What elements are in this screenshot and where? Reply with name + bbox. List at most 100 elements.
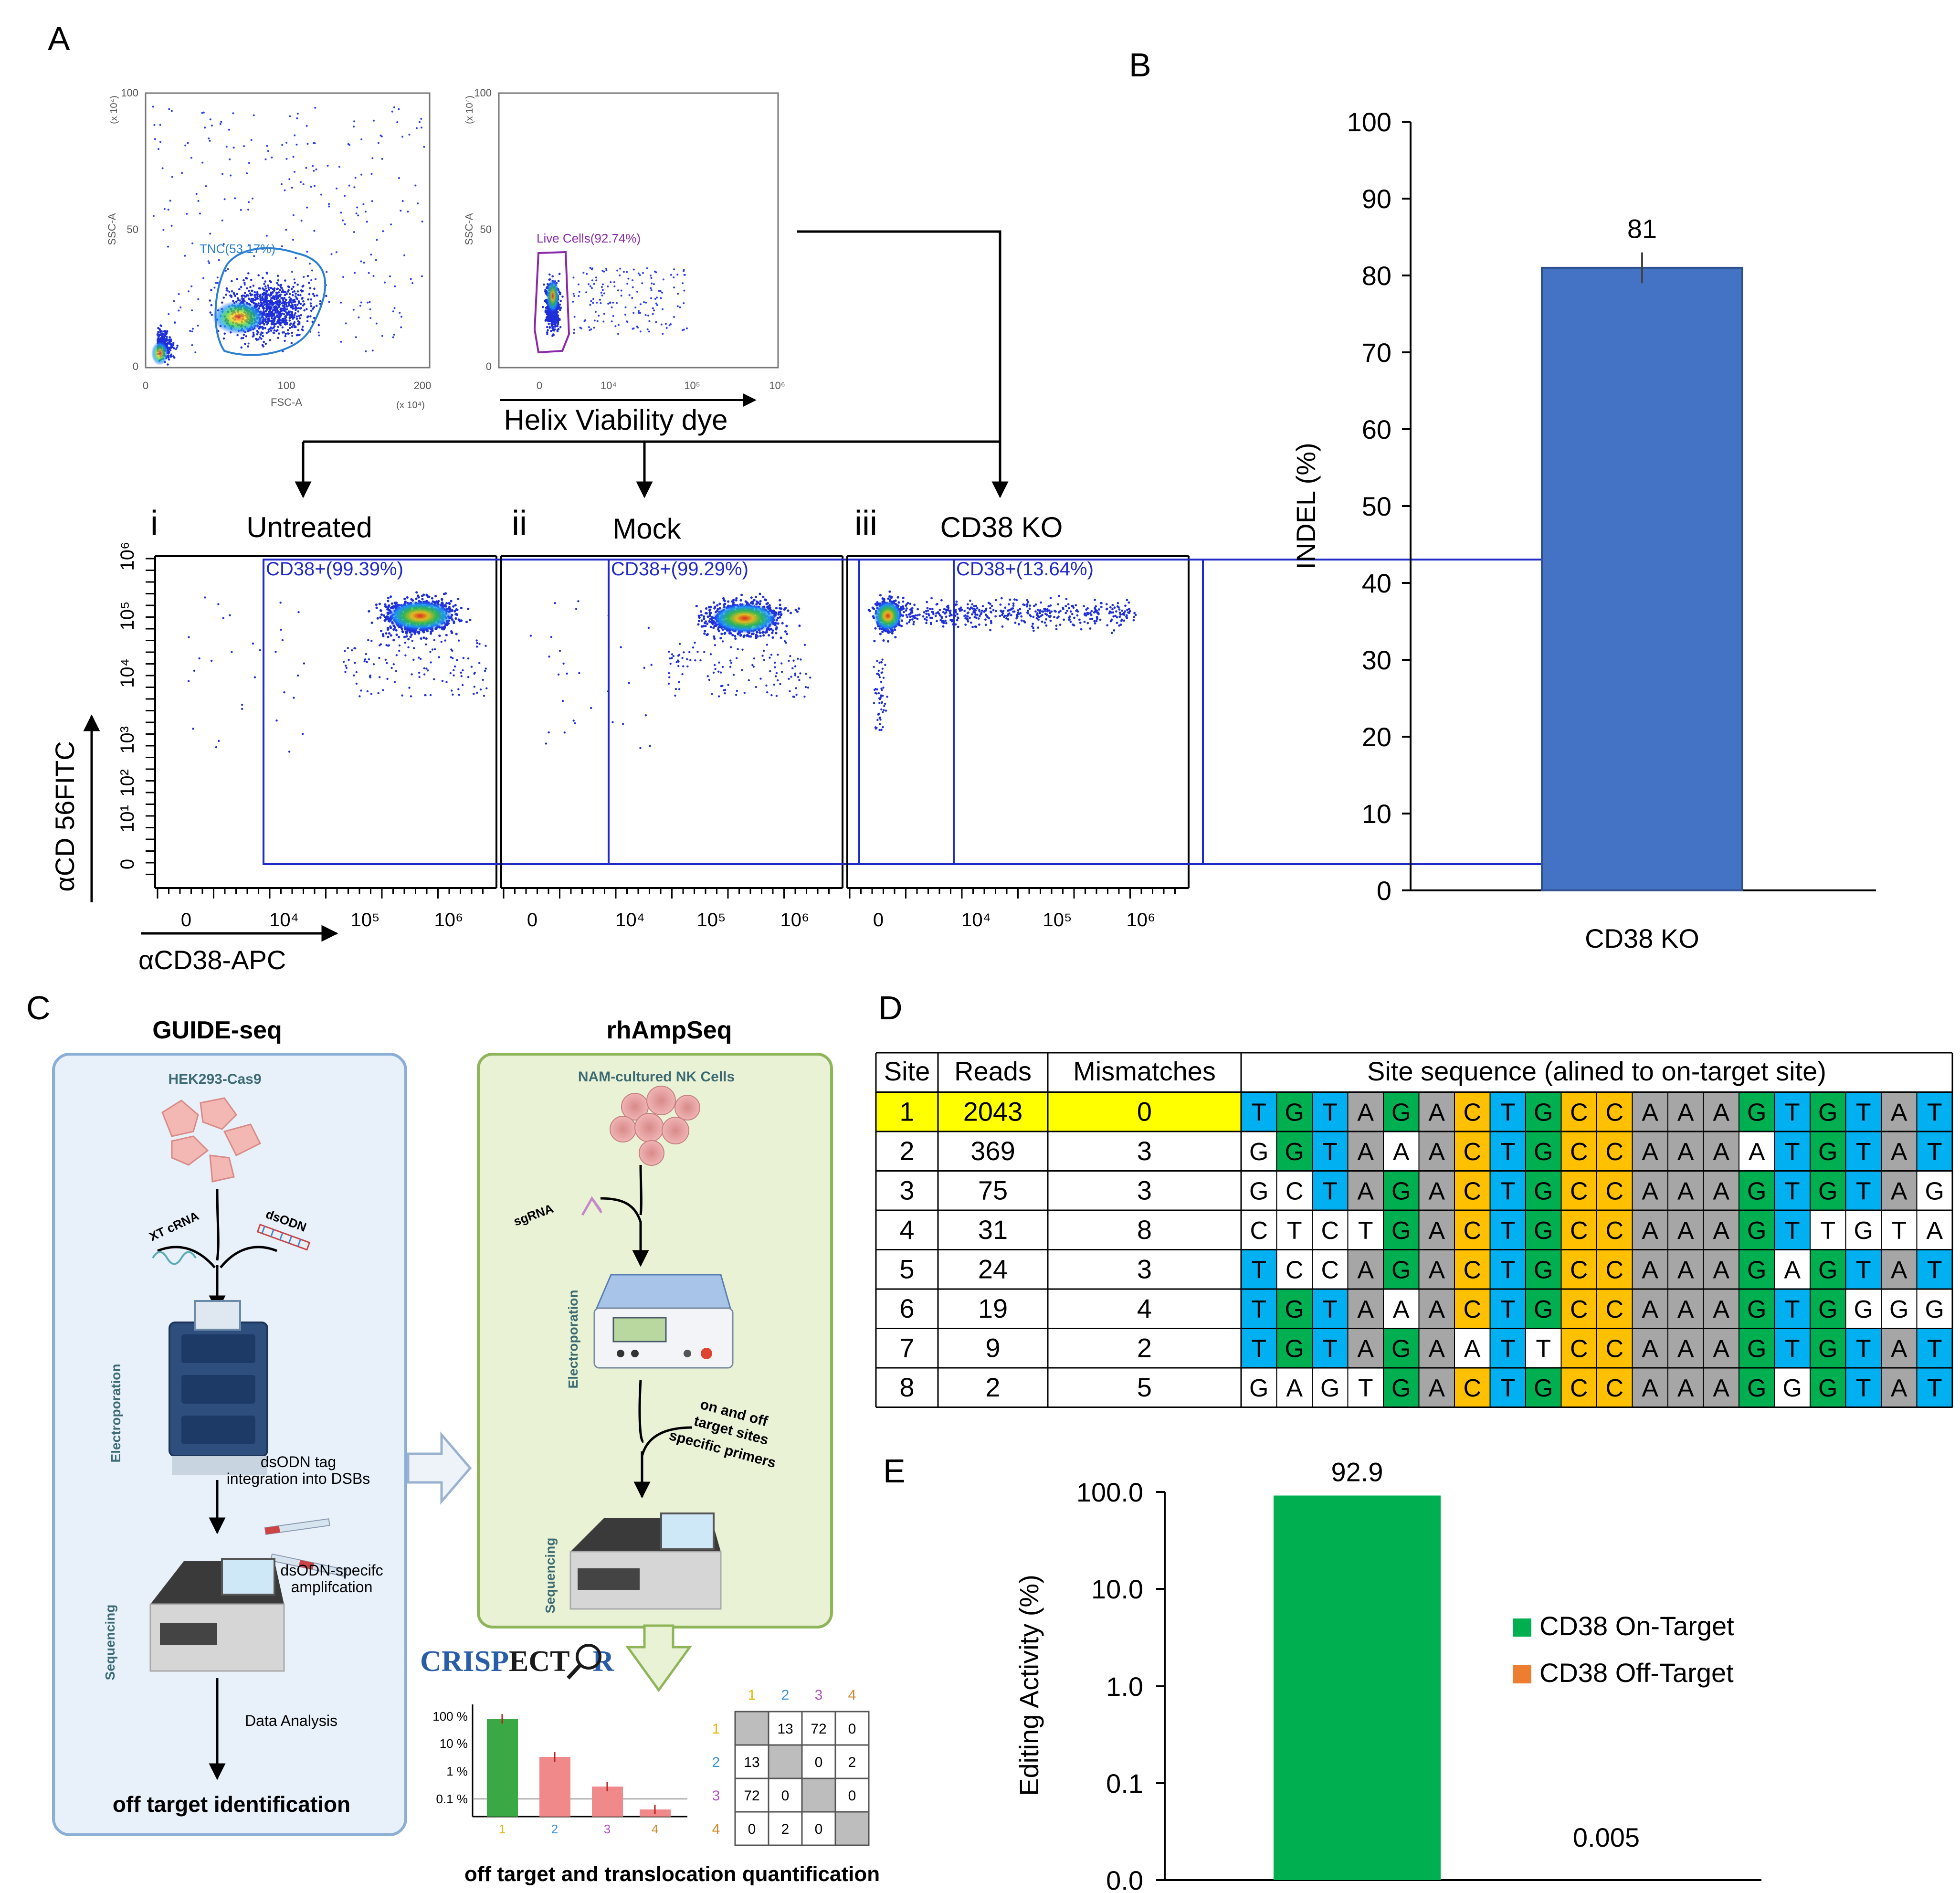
matrix-cell bbox=[768, 1811, 803, 1846]
base-letter: T bbox=[1785, 1217, 1800, 1245]
base-letter: T bbox=[1785, 1138, 1800, 1166]
e-ytick-label: 1.0 bbox=[1106, 1671, 1143, 1702]
base-cell bbox=[1383, 1328, 1420, 1368]
base-letter: A bbox=[1642, 1217, 1658, 1245]
base-letter: G bbox=[1285, 1099, 1304, 1127]
base-letter: G bbox=[1747, 1375, 1766, 1402]
plot1-ytick: 100 bbox=[121, 87, 138, 99]
base-letter: T bbox=[1500, 1257, 1516, 1284]
base-letter: G bbox=[1391, 1257, 1411, 1284]
base-cell bbox=[1810, 1328, 1846, 1368]
base-letter: C bbox=[1463, 1178, 1481, 1206]
table-header: Mismatches bbox=[1073, 1056, 1216, 1086]
b-ytick-label: 100 bbox=[1347, 107, 1391, 137]
table-cell: 3 bbox=[1137, 1136, 1152, 1166]
matrix-cell bbox=[834, 1777, 870, 1813]
base-letter: A bbox=[1642, 1375, 1658, 1402]
matrix-col-header: 4 bbox=[848, 1687, 856, 1703]
base-letter: G bbox=[1534, 1257, 1553, 1284]
base-cell bbox=[1383, 1210, 1420, 1250]
flow-xtick: 10⁴ bbox=[615, 909, 645, 931]
panel-e-chart: 0.0 0.1 1.0 10.0 100.0 92.9 0.005 Editing Activ… bbox=[1014, 1457, 1761, 1893]
b-ytick-label: 0 bbox=[1377, 876, 1391, 906]
base-letter: C bbox=[1605, 1257, 1623, 1284]
base-cell bbox=[1418, 1367, 1455, 1408]
base-cell bbox=[1916, 1249, 1953, 1290]
plot1-y-label: SSC-A bbox=[106, 213, 118, 245]
base-cell bbox=[1383, 1170, 1420, 1211]
base-letter: G bbox=[1534, 1296, 1553, 1323]
base-cell bbox=[1845, 1210, 1882, 1250]
flow-dots bbox=[187, 591, 488, 753]
base-letter: G bbox=[1249, 1138, 1268, 1166]
base-letter: T bbox=[1856, 1257, 1871, 1284]
matrix-value: 0 bbox=[748, 1821, 756, 1837]
base-cell bbox=[1774, 1091, 1811, 1132]
base-letter: G bbox=[1925, 1178, 1944, 1206]
base-cell bbox=[1881, 1328, 1918, 1368]
off-target-table: Site Reads Mismatches Site sequence (alined… bbox=[875, 1052, 1953, 1408]
e-data-label: 92.9 bbox=[1331, 1457, 1383, 1487]
base-letter: G bbox=[1818, 1257, 1837, 1284]
inset-bar bbox=[592, 1787, 623, 1817]
base-cell bbox=[1845, 1289, 1882, 1329]
base-letter: A bbox=[1428, 1335, 1445, 1363]
base-letter: A bbox=[1784, 1257, 1801, 1284]
base-letter: G bbox=[1285, 1296, 1304, 1323]
base-letter: A bbox=[1677, 1335, 1694, 1363]
base-cell bbox=[1312, 1210, 1349, 1250]
flow-xtick: 10⁵ bbox=[350, 909, 379, 931]
table-header: Site sequence (alined to on-target site) bbox=[1367, 1056, 1826, 1086]
inset-xtick: 2 bbox=[551, 1822, 558, 1836]
base-cell bbox=[1241, 1131, 1277, 1172]
condition-numeral: i bbox=[150, 504, 158, 542]
base-cell bbox=[1347, 1289, 1384, 1329]
base-letter: G bbox=[1391, 1335, 1411, 1363]
base-cell bbox=[1596, 1328, 1633, 1368]
base-letter: G bbox=[1747, 1099, 1766, 1127]
base-letter: G bbox=[1391, 1375, 1411, 1402]
flow-xtick: 0 bbox=[181, 909, 191, 931]
e-ytick-label: 0.1 bbox=[1106, 1768, 1143, 1798]
base-letter: G bbox=[1854, 1217, 1873, 1245]
base-letter: A bbox=[1713, 1217, 1729, 1245]
base-cell bbox=[1845, 1249, 1882, 1290]
e-ytick-label: 0.0 bbox=[1106, 1865, 1143, 1893]
rhamp-electroporation-label: Electroporation bbox=[566, 1290, 580, 1389]
plot1-ytick: 50 bbox=[127, 223, 138, 235]
table-row: 1 2043 0 T G T A G A C T G C C A A A G T G T A T bbox=[876, 1091, 1953, 1132]
base-letter: G bbox=[1747, 1296, 1766, 1323]
condition-numeral: iii bbox=[854, 504, 877, 542]
table-cell: 3 bbox=[899, 1175, 914, 1206]
base-letter: C bbox=[1463, 1375, 1481, 1402]
table-cell: 31 bbox=[978, 1215, 1008, 1245]
panel-a-plot1: TNC(53.17%) 0 50 100 0 100 200 FSC-A (x … bbox=[106, 87, 431, 411]
base-letter: C bbox=[1605, 1217, 1623, 1245]
matrix-cell bbox=[768, 1744, 803, 1779]
base-letter: A bbox=[1464, 1335, 1481, 1363]
rhamp-sequencing-label: Sequencing bbox=[543, 1538, 558, 1614]
condition-name: CD38 KO bbox=[940, 511, 1063, 543]
base-cell bbox=[1916, 1131, 1953, 1172]
e-legend-label: CD38 On-Target bbox=[1539, 1611, 1734, 1641]
base-letter: T bbox=[1891, 1217, 1907, 1245]
base-cell bbox=[1276, 1170, 1313, 1211]
table-cell: 2 bbox=[985, 1372, 1000, 1402]
table-cell: 9 bbox=[985, 1333, 1000, 1363]
base-letter: G bbox=[1818, 1178, 1837, 1206]
e-y-axis-label: Editing Activity (%) bbox=[1014, 1575, 1044, 1796]
base-letter: T bbox=[1500, 1335, 1516, 1363]
plot1-xtick: 100 bbox=[278, 380, 295, 391]
guide-result-label: off target identification bbox=[113, 1792, 350, 1817]
b-ytick-label: 50 bbox=[1362, 491, 1391, 521]
base-letter: T bbox=[1322, 1138, 1338, 1166]
base-letter: T bbox=[1358, 1217, 1373, 1245]
base-letter: C bbox=[1605, 1138, 1623, 1166]
base-letter: A bbox=[1357, 1335, 1374, 1363]
table-header: Reads bbox=[954, 1056, 1032, 1086]
flow-ytick: 10² bbox=[117, 769, 138, 797]
base-cell bbox=[1241, 1210, 1277, 1250]
b-category-label: CD38 KO bbox=[1585, 923, 1699, 953]
matrix-cell bbox=[834, 1744, 870, 1779]
